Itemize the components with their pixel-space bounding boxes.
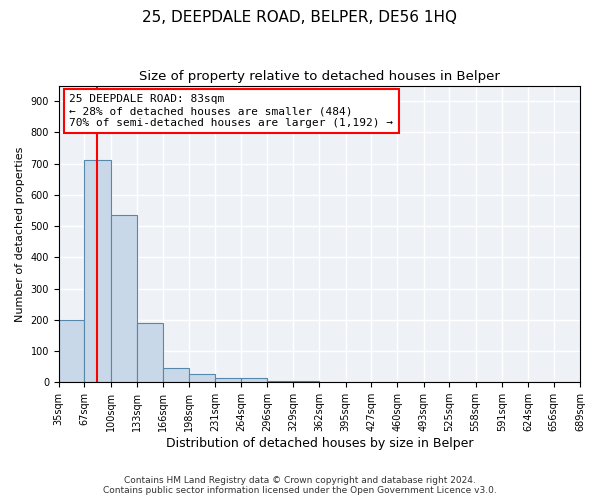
Bar (59, 320, 84, 382)
Text: 25 DEEPDALE ROAD: 83sqm
← 28% of detached houses are smaller (484)
70% of semi-d: 25 DEEPDALE ROAD: 83sqm ← 28% of detache… (69, 94, 393, 128)
Title: Size of property relative to detached houses in Belper: Size of property relative to detached ho… (139, 70, 500, 83)
Y-axis label: Number of detached properties: Number of detached properties (15, 146, 25, 322)
Bar (163, 368, 188, 382)
Text: 25, DEEPDALE ROAD, BELPER, DE56 1HQ: 25, DEEPDALE ROAD, BELPER, DE56 1HQ (143, 10, 458, 25)
Bar (84, 160, 110, 382)
Bar (241, 378, 267, 382)
Bar (188, 374, 215, 382)
Bar (110, 215, 137, 382)
Bar (215, 378, 241, 382)
Text: Contains HM Land Registry data © Crown copyright and database right 2024.
Contai: Contains HM Land Registry data © Crown c… (103, 476, 497, 495)
Bar (137, 323, 163, 382)
Bar (267, 380, 293, 382)
X-axis label: Distribution of detached houses by size in Belper: Distribution of detached houses by size … (166, 437, 473, 450)
